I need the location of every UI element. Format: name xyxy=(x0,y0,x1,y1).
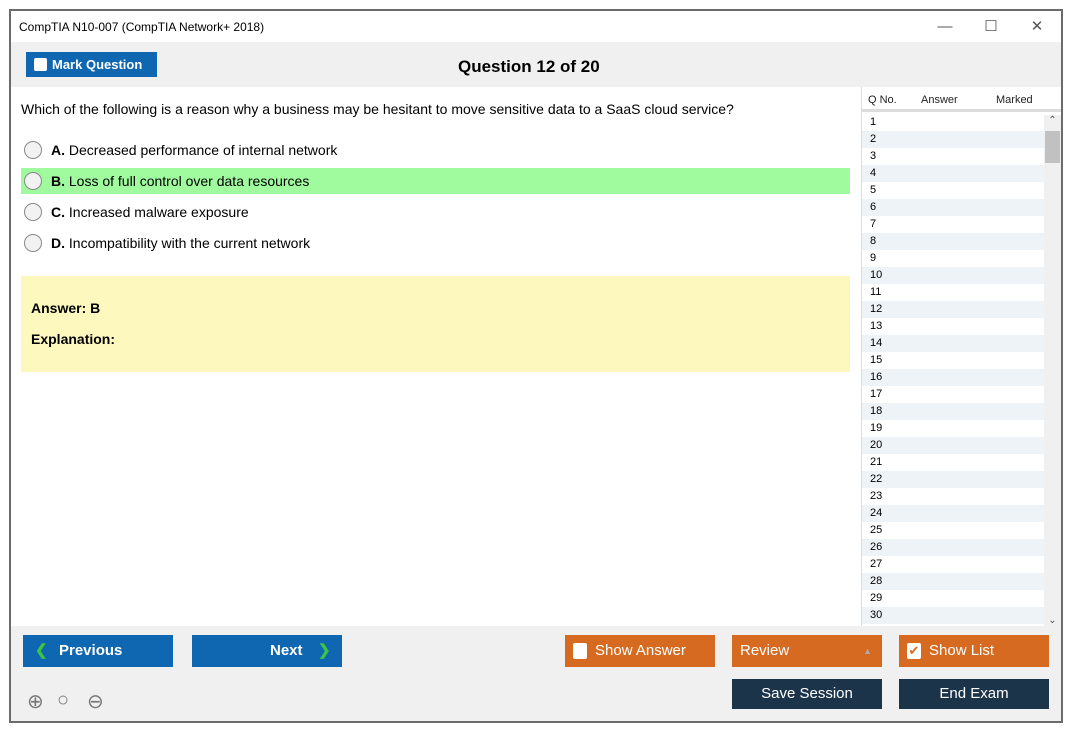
list-row[interactable]: 3 xyxy=(870,150,877,162)
zoom-reset-icon[interactable]: ○ xyxy=(57,689,70,711)
checkbox-checked-icon: ✔ xyxy=(907,643,921,659)
question-panel: Which of the following is a reason why a… xyxy=(11,87,861,626)
radio-button[interactable] xyxy=(24,234,42,252)
scroll-down-icon[interactable]: ⌄ xyxy=(1048,615,1057,626)
bottom-bar: ❮ Previous Next ❯ Show Answer Review ▲ ✔… xyxy=(11,626,1061,721)
previous-label: Previous xyxy=(59,642,123,659)
radio-button[interactable] xyxy=(24,141,42,159)
list-row[interactable]: 22 xyxy=(862,471,1044,488)
list-row[interactable]: 16 xyxy=(862,369,1044,386)
close-button[interactable]: ✕ xyxy=(1030,18,1044,35)
header-answer[interactable]: Answer xyxy=(921,94,958,106)
list-row[interactable]: 15 xyxy=(870,354,883,366)
scroll-up-icon[interactable]: ⌃ xyxy=(1048,115,1057,126)
minimize-button[interactable]: — xyxy=(937,18,953,35)
list-row[interactable]: 30 xyxy=(862,607,1044,624)
chevron-left-icon: ❮ xyxy=(35,642,48,659)
list-row[interactable]: 9 xyxy=(870,252,877,264)
chevron-right-icon: ❯ xyxy=(318,642,331,659)
scrollbar[interactable]: ⌃ ⌄ xyxy=(1044,115,1061,626)
list-row[interactable]: 14 xyxy=(862,335,1044,352)
option-letter: D. xyxy=(51,235,65,251)
radio-button[interactable] xyxy=(24,172,42,190)
list-row[interactable]: 28 xyxy=(862,573,1044,590)
checkbox-icon xyxy=(573,643,587,659)
zoom-out-icon[interactable]: ⊖ xyxy=(87,691,104,713)
list-row[interactable]: 24 xyxy=(862,505,1044,522)
save-session-button[interactable]: Save Session xyxy=(732,679,882,709)
question-title: Question 12 of 20 xyxy=(458,57,600,76)
app-window: CompTIA N10-007 (CompTIA Network+ 2018) … xyxy=(9,9,1063,723)
list-row[interactable]: 25 xyxy=(870,524,883,536)
mark-question-label: Mark Question xyxy=(52,57,143,72)
list-row[interactable]: 4 xyxy=(862,165,1044,182)
maximize-button[interactable]: ☐ xyxy=(984,18,998,35)
list-row[interactable]: 20 xyxy=(862,437,1044,454)
show-answer-button[interactable]: Show Answer xyxy=(565,635,715,667)
list-row[interactable]: 8 xyxy=(862,233,1044,250)
option-text: Incompatibility with the current network xyxy=(68,235,311,251)
list-row[interactable]: 6 xyxy=(862,199,1044,216)
option-letter: A. xyxy=(51,142,65,158)
window-title: CompTIA N10-007 (CompTIA Network+ 2018) xyxy=(19,20,265,34)
list-row[interactable]: 10 xyxy=(862,267,1044,284)
show-answer-label: Show Answer xyxy=(595,642,686,659)
zoom-in-icon[interactable]: ⊕ xyxy=(27,691,44,713)
header-qno[interactable]: Q No. xyxy=(868,94,897,106)
previous-button[interactable]: ❮ Previous xyxy=(23,635,173,667)
dropdown-arrow-icon: ▲ xyxy=(863,646,872,656)
option-text: Loss of full control over data resources xyxy=(68,173,310,189)
mark-question-button[interactable]: Mark Question xyxy=(26,52,157,77)
radio-button[interactable] xyxy=(24,203,42,221)
checkbox-icon xyxy=(34,58,47,71)
option-text: Increased malware exposure xyxy=(68,204,249,220)
list-row[interactable]: 18 xyxy=(862,403,1044,420)
question-text: Which of the following is a reason why a… xyxy=(21,101,734,117)
list-row[interactable]: 12 xyxy=(862,301,1044,318)
list-row[interactable]: 17 xyxy=(870,388,883,400)
answer-option[interactable]: D. Incompatibility with the current netw… xyxy=(21,230,850,256)
list-header: Q No. Answer Marked xyxy=(862,87,1061,112)
list-row[interactable]: 19 xyxy=(870,422,883,434)
next-label: Next xyxy=(270,642,303,659)
option-letter: B. xyxy=(51,173,65,189)
list-row[interactable]: 7 xyxy=(870,218,877,230)
answer-box: Answer: B Explanation: xyxy=(21,276,850,372)
list-row[interactable]: 1 xyxy=(870,116,877,128)
option-text: Decreased performance of internal networ… xyxy=(68,142,338,158)
title-bar: CompTIA N10-007 (CompTIA Network+ 2018) … xyxy=(11,11,1061,42)
list-row[interactable]: 21 xyxy=(870,456,883,468)
show-list-label: Show List xyxy=(929,642,995,659)
list-row[interactable]: 11 xyxy=(870,286,882,298)
answer-option[interactable]: C. Increased malware exposure xyxy=(21,199,850,225)
question-list: Q No. Answer Marked 1 2 3 4 5 6 7 8 9 10 11 12 13 14 1… xyxy=(861,87,1061,626)
review-label: Review xyxy=(740,642,790,659)
list-row[interactable]: 26 xyxy=(862,539,1044,556)
answer-option[interactable]: B. Loss of full control over data resour… xyxy=(21,168,850,194)
toolbar: Mark Question Question 12 of 20 xyxy=(11,42,1061,87)
next-button[interactable]: Next ❯ xyxy=(192,635,342,667)
list-row[interactable]: 13 xyxy=(870,320,883,332)
explanation-label: Explanation: xyxy=(31,331,116,347)
header-marked[interactable]: Marked xyxy=(996,94,1033,106)
list-row[interactable]: 27 xyxy=(870,558,883,570)
end-exam-button[interactable]: End Exam xyxy=(899,679,1049,709)
scrollbar-thumb[interactable] xyxy=(1045,131,1060,163)
answer-text: Answer: B xyxy=(31,300,101,316)
list-row[interactable]: 23 xyxy=(870,490,883,502)
show-list-button[interactable]: ✔ Show List xyxy=(899,635,1049,667)
review-dropdown[interactable]: Review ▲ xyxy=(732,635,882,667)
list-row[interactable]: 29 xyxy=(870,592,883,604)
option-letter: C. xyxy=(51,204,65,220)
list-row[interactable]: 5 xyxy=(870,184,877,196)
answer-option[interactable]: A. Decreased performance of internal net… xyxy=(21,137,850,163)
list-row[interactable]: 2 xyxy=(862,131,1044,148)
